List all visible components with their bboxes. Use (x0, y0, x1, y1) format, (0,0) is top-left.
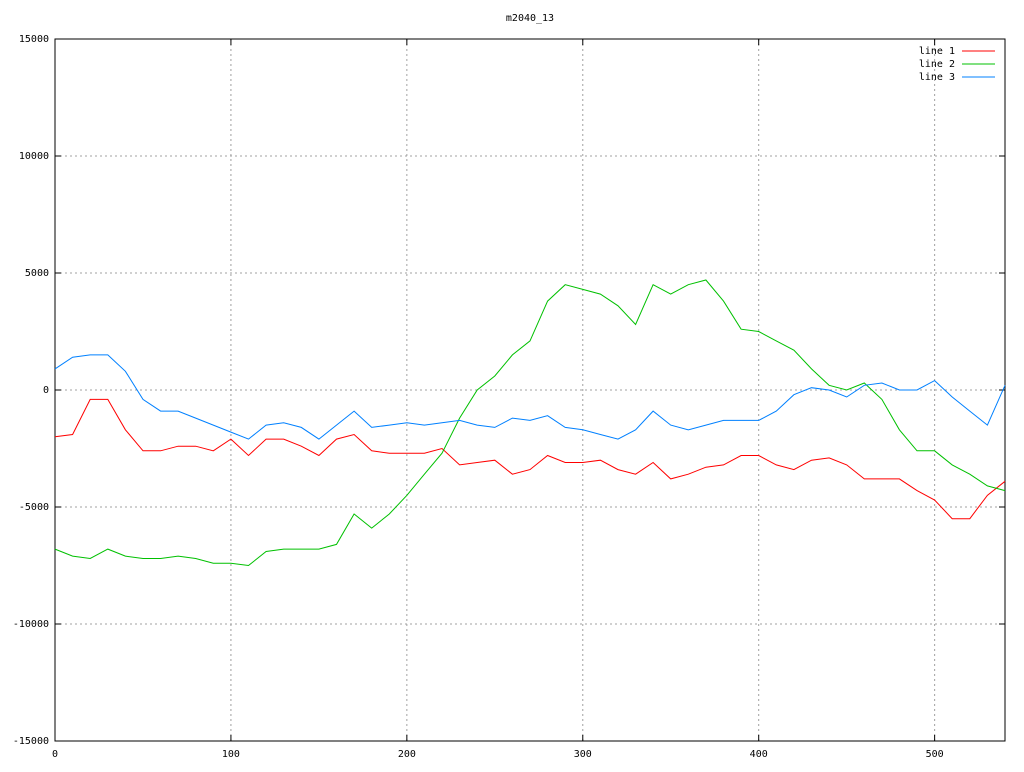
y-tick-label: 15000 (19, 34, 49, 45)
series-line (54, 398, 1006, 520)
y-tick-label: 5000 (25, 268, 49, 279)
series-line (54, 279, 1006, 567)
x-tick-label: 500 (926, 749, 944, 760)
chart-title: m2040_13 (506, 13, 554, 24)
legend-label: line 3 (919, 72, 955, 83)
x-tick-label: 200 (398, 749, 416, 760)
x-tick-label: 400 (750, 749, 768, 760)
y-tick-label: -10000 (13, 619, 49, 630)
x-tick-label: 100 (222, 749, 240, 760)
legend-label: line 2 (919, 59, 955, 70)
legend-label: line 1 (919, 46, 955, 57)
x-tick-label: 0 (52, 749, 58, 760)
plot-border (54, 38, 1006, 742)
y-tick-label: 10000 (19, 151, 49, 162)
y-tick-label: -5000 (19, 502, 49, 513)
y-tick-label: 0 (43, 385, 49, 396)
y-tick-label: -15000 (13, 736, 49, 747)
x-tick-label: 300 (574, 749, 592, 760)
series-line (54, 354, 1006, 440)
